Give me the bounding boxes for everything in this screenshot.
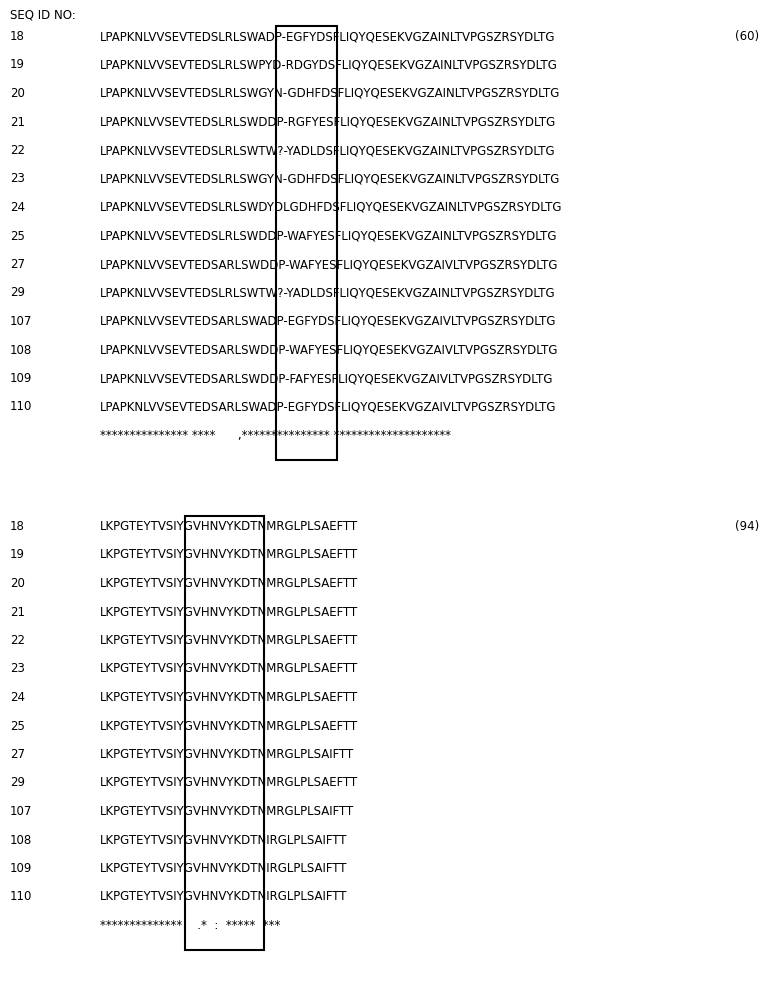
Text: (60): (60) — [735, 30, 759, 43]
Text: LKPGTEYTVSIYGVHNVYKDTNMRGLPLSAEFTT: LKPGTEYTVSIYGVHNVYKDTNMRGLPLSAEFTT — [100, 548, 358, 562]
Text: 23: 23 — [10, 662, 25, 676]
Text: LPAPKNLVVSEVTEDSARLSWADP-EGFYDSFLIQYQESEKVGZAIVLTVPGSZRSYDLTG: LPAPKNLVVSEVTEDSARLSWADP-EGFYDSFLIQYQESE… — [100, 315, 557, 328]
Text: 24: 24 — [10, 691, 25, 704]
Text: LKPGTEYTVSIYGVHNVYKDTNMRGLPLSAIFTT: LKPGTEYTVSIYGVHNVYKDTNMRGLPLSAIFTT — [100, 805, 354, 818]
Text: LKPGTEYTVSIYGVHNVYKDTNMRGLPLSAEFTT: LKPGTEYTVSIYGVHNVYKDTNMRGLPLSAEFTT — [100, 605, 358, 618]
Text: 21: 21 — [10, 605, 25, 618]
Text: 20: 20 — [10, 87, 25, 100]
Text: 22: 22 — [10, 634, 25, 647]
Text: LKPGTEYTVSIYGVHNVYKDTNMRGLPLSAEFTT: LKPGTEYTVSIYGVHNVYKDTNMRGLPLSAEFTT — [100, 662, 358, 676]
Text: LPAPKNLVVSEVTEDSARLSWDDP-WAFYESFLIQYQESEKVGZAIVLTVPGSZRSYDLTG: LPAPKNLVVSEVTEDSARLSWDDP-WAFYESFLIQYQESE… — [100, 258, 558, 271]
Text: 25: 25 — [10, 230, 25, 242]
Text: **************    .*  :  *****  ***: ************** .* : ***** *** — [100, 919, 281, 932]
Text: LKPGTEYTVSIYGVHNVYKDTNIRGLPLSAIFTT: LKPGTEYTVSIYGVHNVYKDTNIRGLPLSAIFTT — [100, 834, 347, 846]
Text: *************** ****      ,*************** ********************: *************** **** ,*************** **… — [100, 429, 451, 442]
Text: 25: 25 — [10, 720, 25, 732]
Text: 107: 107 — [10, 315, 32, 328]
Text: 23: 23 — [10, 172, 25, 186]
Text: LPAPKNLVVSEVTEDSARLSWDDP-WAFYESFLIQYQESEKVGZAIVLTVPGSZRSYDLTG: LPAPKNLVVSEVTEDSARLSWDDP-WAFYESFLIQYQESE… — [100, 344, 558, 357]
Text: 22: 22 — [10, 144, 25, 157]
Text: LPAPKNLVVSEVTEDSLRLSWADP-EGFYDSFLIQYQESEKVGZAINLTVPGSZRSYDLTG: LPAPKNLVVSEVTEDSLRLSWADP-EGFYDSFLIQYQESE… — [100, 30, 556, 43]
Text: 110: 110 — [10, 890, 32, 904]
Text: LPAPKNLVVSEVTEDSLRLSWTW?-YADLDSFLIQYQESEKVGZAINLTVPGSZRSYDLTG: LPAPKNLVVSEVTEDSLRLSWTW?-YADLDSFLIQYQESE… — [100, 286, 556, 300]
Text: LKPGTEYTVSIYGVHNVYKDTNMRGLPLSAEFTT: LKPGTEYTVSIYGVHNVYKDTNMRGLPLSAEFTT — [100, 776, 358, 790]
Text: LPAPKNLVVSEVTEDSLRLSWGYN-GDHFDSFLIQYQESEKVGZAINLTVPGSZRSYDLTG: LPAPKNLVVSEVTEDSLRLSWGYN-GDHFDSFLIQYQESE… — [100, 172, 561, 186]
Text: SEQ ID NO:: SEQ ID NO: — [10, 8, 76, 21]
Text: 19: 19 — [10, 548, 25, 562]
Text: 20: 20 — [10, 577, 25, 590]
Text: LKPGTEYTVSIYGVHNVYKDTNMRGLPLSAEFTT: LKPGTEYTVSIYGVHNVYKDTNMRGLPLSAEFTT — [100, 520, 358, 533]
Bar — [185, 516, 264, 950]
Text: LKPGTEYTVSIYGVHNVYKDTNMRGLPLSAEFTT: LKPGTEYTVSIYGVHNVYKDTNMRGLPLSAEFTT — [100, 577, 358, 590]
Text: 27: 27 — [10, 258, 25, 271]
Text: 19: 19 — [10, 58, 25, 72]
Text: LPAPKNLVVSEVTEDSLRLSWPYD-RDGYDSFLIQYQESEKVGZAINLTVPGSZRSYDLTG: LPAPKNLVVSEVTEDSLRLSWPYD-RDGYDSFLIQYQESE… — [100, 58, 558, 72]
Text: 109: 109 — [10, 862, 32, 875]
Text: 18: 18 — [10, 30, 25, 43]
Text: 24: 24 — [10, 201, 25, 214]
Text: LKPGTEYTVSIYGVHNVYKDTNIRGLPLSAIFTT: LKPGTEYTVSIYGVHNVYKDTNIRGLPLSAIFTT — [100, 890, 347, 904]
Text: LPAPKNLVVSEVTEDSARLSWDDP-FAFYESFLIQYQESEKVGZAIVLTVPGSZRSYDLTG: LPAPKNLVVSEVTEDSARLSWDDP-FAFYESFLIQYQESE… — [100, 372, 554, 385]
Text: (94): (94) — [735, 520, 759, 533]
Text: 109: 109 — [10, 372, 32, 385]
Text: 27: 27 — [10, 748, 25, 761]
Text: 108: 108 — [10, 834, 32, 846]
Text: LPAPKNLVVSEVTEDSARLSWADP-EGFYDSFLIQYQESEKVGZAIVLTVPGSZRSYDLTG: LPAPKNLVVSEVTEDSARLSWADP-EGFYDSFLIQYQESE… — [100, 400, 557, 414]
Text: LKPGTEYTVSIYGVHNVYKDTNMRGLPLSAEFTT: LKPGTEYTVSIYGVHNVYKDTNMRGLPLSAEFTT — [100, 720, 358, 732]
Text: LPAPKNLVVSEVTEDSLRLSWGYN-GDHFDSFLIQYQESEKVGZAINLTVPGSZRSYDLTG: LPAPKNLVVSEVTEDSLRLSWGYN-GDHFDSFLIQYQESE… — [100, 87, 561, 100]
Text: LKPGTEYTVSIYGVHNVYKDTNIRGLPLSAIFTT: LKPGTEYTVSIYGVHNVYKDTNIRGLPLSAIFTT — [100, 862, 347, 875]
Text: LPAPKNLVVSEVTEDSLRLSWDDP-WAFYESFLIQYQESEKVGZAINLTVPGSZRSYDLTG: LPAPKNLVVSEVTEDSLRLSWDDP-WAFYESFLIQYQESE… — [100, 230, 557, 242]
Text: LKPGTEYTVSIYGVHNVYKDTNMRGLPLSAEFTT: LKPGTEYTVSIYGVHNVYKDTNMRGLPLSAEFTT — [100, 634, 358, 647]
Text: 108: 108 — [10, 344, 32, 357]
Text: LKPGTEYTVSIYGVHNVYKDTNMRGLPLSAIFTT: LKPGTEYTVSIYGVHNVYKDTNMRGLPLSAIFTT — [100, 748, 354, 761]
Text: LPAPKNLVVSEVTEDSLRLSWDYDLGDHFDSFLIQYQESEKVGZAINLTVPGSZRSYDLTG: LPAPKNLVVSEVTEDSLRLSWDYDLGDHFDSFLIQYQESE… — [100, 201, 562, 214]
Text: 107: 107 — [10, 805, 32, 818]
Text: LKPGTEYTVSIYGVHNVYKDTNMRGLPLSAEFTT: LKPGTEYTVSIYGVHNVYKDTNMRGLPLSAEFTT — [100, 691, 358, 704]
Text: 29: 29 — [10, 776, 25, 790]
Text: 21: 21 — [10, 115, 25, 128]
Text: LPAPKNLVVSEVTEDSLRLSWTW?-YADLDSFLIQYQESEKVGZAINLTVPGSZRSYDLTG: LPAPKNLVVSEVTEDSLRLSWTW?-YADLDSFLIQYQESE… — [100, 144, 556, 157]
Text: 29: 29 — [10, 286, 25, 300]
Bar — [276, 26, 337, 460]
Text: 18: 18 — [10, 520, 25, 533]
Text: LPAPKNLVVSEVTEDSLRLSWDDP-RGFYESFLIQYQESEKVGZAINLTVPGSZRSYDLTG: LPAPKNLVVSEVTEDSLRLSWDDP-RGFYESFLIQYQESE… — [100, 115, 557, 128]
Text: 110: 110 — [10, 400, 32, 414]
